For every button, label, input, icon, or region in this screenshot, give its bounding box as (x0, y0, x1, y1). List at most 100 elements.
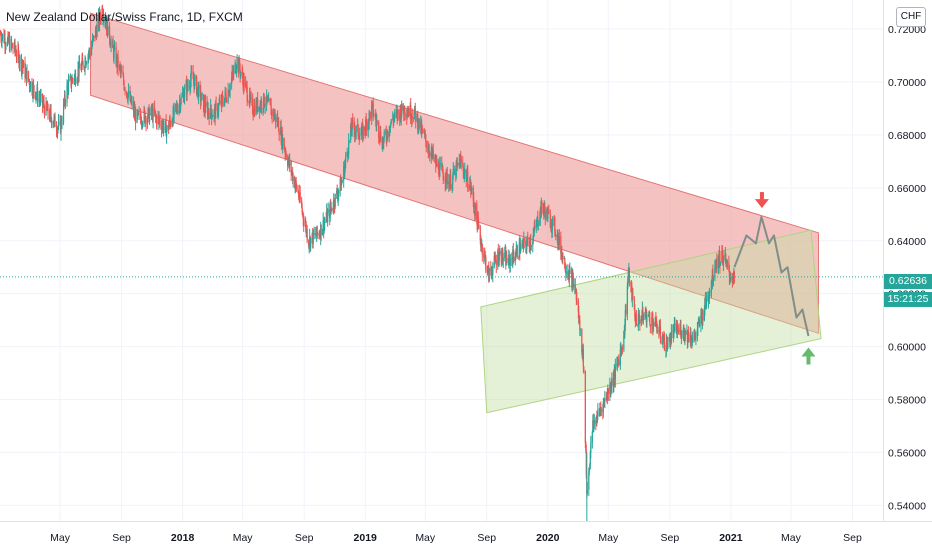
candle-up (80, 64, 83, 71)
candle-up (593, 420, 595, 424)
candle-up (334, 194, 336, 207)
candle-down (225, 91, 227, 95)
candle-up (287, 161, 289, 166)
candle-up (509, 258, 511, 266)
candle-up (327, 212, 329, 222)
candle-down (728, 262, 730, 271)
candle-down (177, 109, 179, 113)
candle-up (599, 409, 601, 412)
candle-up (90, 47, 93, 56)
candle-down (117, 56, 119, 69)
price-axis[interactable]: 0.720000.700000.680000.660000.640000.620… (884, 0, 932, 521)
candle-down (271, 110, 273, 117)
candle-up (341, 180, 343, 183)
candle-up (508, 254, 510, 265)
candle-down (18, 53, 20, 66)
candle-down (11, 44, 14, 48)
candle-up (470, 190, 472, 191)
candle-down (270, 103, 272, 106)
candle-down (222, 97, 224, 103)
candle-down (544, 210, 546, 220)
candle-down (50, 110, 52, 119)
candle-down (350, 124, 352, 131)
candle-down (476, 203, 478, 220)
candle-down (609, 384, 611, 392)
candle-down (273, 111, 275, 119)
candle-up (523, 238, 525, 248)
candle-up (21, 65, 23, 72)
candle-up (85, 63, 87, 66)
candle-down (655, 316, 657, 319)
candle-down (731, 276, 734, 281)
candle-down (284, 149, 286, 151)
candle-up (368, 111, 370, 123)
candle-down (511, 258, 513, 260)
candle-down (301, 207, 303, 213)
candle-up (268, 99, 270, 102)
candle-up (194, 76, 196, 79)
candle-up (282, 138, 284, 147)
candle-up (1, 37, 3, 43)
candle-up (526, 243, 528, 250)
candle-down (175, 104, 177, 108)
candle-up (714, 267, 716, 279)
candle-down (14, 41, 16, 50)
candle-down (575, 288, 577, 300)
drawing-zones[interactable] (90, 12, 822, 414)
candle-down (555, 234, 557, 237)
candle-down (719, 253, 721, 266)
candle-up (697, 322, 699, 329)
candle-down (733, 270, 736, 277)
candle-up (504, 252, 506, 259)
candle-up (94, 29, 97, 38)
price-axis-bg (884, 0, 932, 521)
candle-up (201, 94, 203, 100)
candle-up (651, 316, 653, 327)
candle-up (24, 70, 27, 78)
candle-down (336, 190, 338, 196)
candle-down (125, 91, 128, 94)
candle-down (716, 258, 718, 269)
candle-up (350, 124, 352, 140)
candle-down (508, 254, 510, 257)
candle-down (630, 284, 632, 286)
candle-down (89, 52, 91, 56)
price-tick-label: 0.66000 (888, 183, 926, 195)
time-tick-label: Sep (295, 532, 314, 544)
candle-down (252, 113, 254, 115)
candle-up (367, 120, 369, 131)
candle-down (298, 192, 300, 198)
candle-down (404, 106, 406, 115)
candle-down (246, 84, 248, 88)
price-tick-label: 0.70000 (888, 77, 926, 89)
candle-down (560, 236, 562, 254)
candle-down (495, 260, 497, 266)
candle-down (462, 163, 464, 167)
candle-down (592, 420, 594, 427)
currency-button[interactable]: CHF (896, 7, 926, 27)
candle-up (540, 200, 542, 216)
time-axis[interactable]: May Sep 2018 May Sep 2019 May Sep 2020 May Sep 2021… (0, 522, 932, 550)
candle-down (424, 133, 426, 136)
price-tick-label: 0.64000 (888, 236, 926, 248)
candle-down (101, 8, 104, 15)
candle-up (680, 337, 682, 339)
candle-up (39, 96, 42, 102)
candle-up (323, 222, 325, 231)
candle-up (92, 37, 94, 39)
candle-up (389, 131, 391, 133)
candle-down (108, 26, 111, 41)
candle-down (130, 95, 132, 104)
candle-up (224, 91, 226, 98)
candle-down (308, 240, 310, 247)
candle-down (653, 322, 655, 326)
candle-down (83, 67, 86, 69)
candle-up (110, 41, 112, 47)
candle-down (527, 237, 529, 242)
candle-up (355, 132, 357, 134)
candle-down (134, 111, 137, 123)
time-tick-label: 2020 (536, 532, 560, 544)
candle-down (169, 122, 172, 127)
candle-up (347, 153, 349, 156)
